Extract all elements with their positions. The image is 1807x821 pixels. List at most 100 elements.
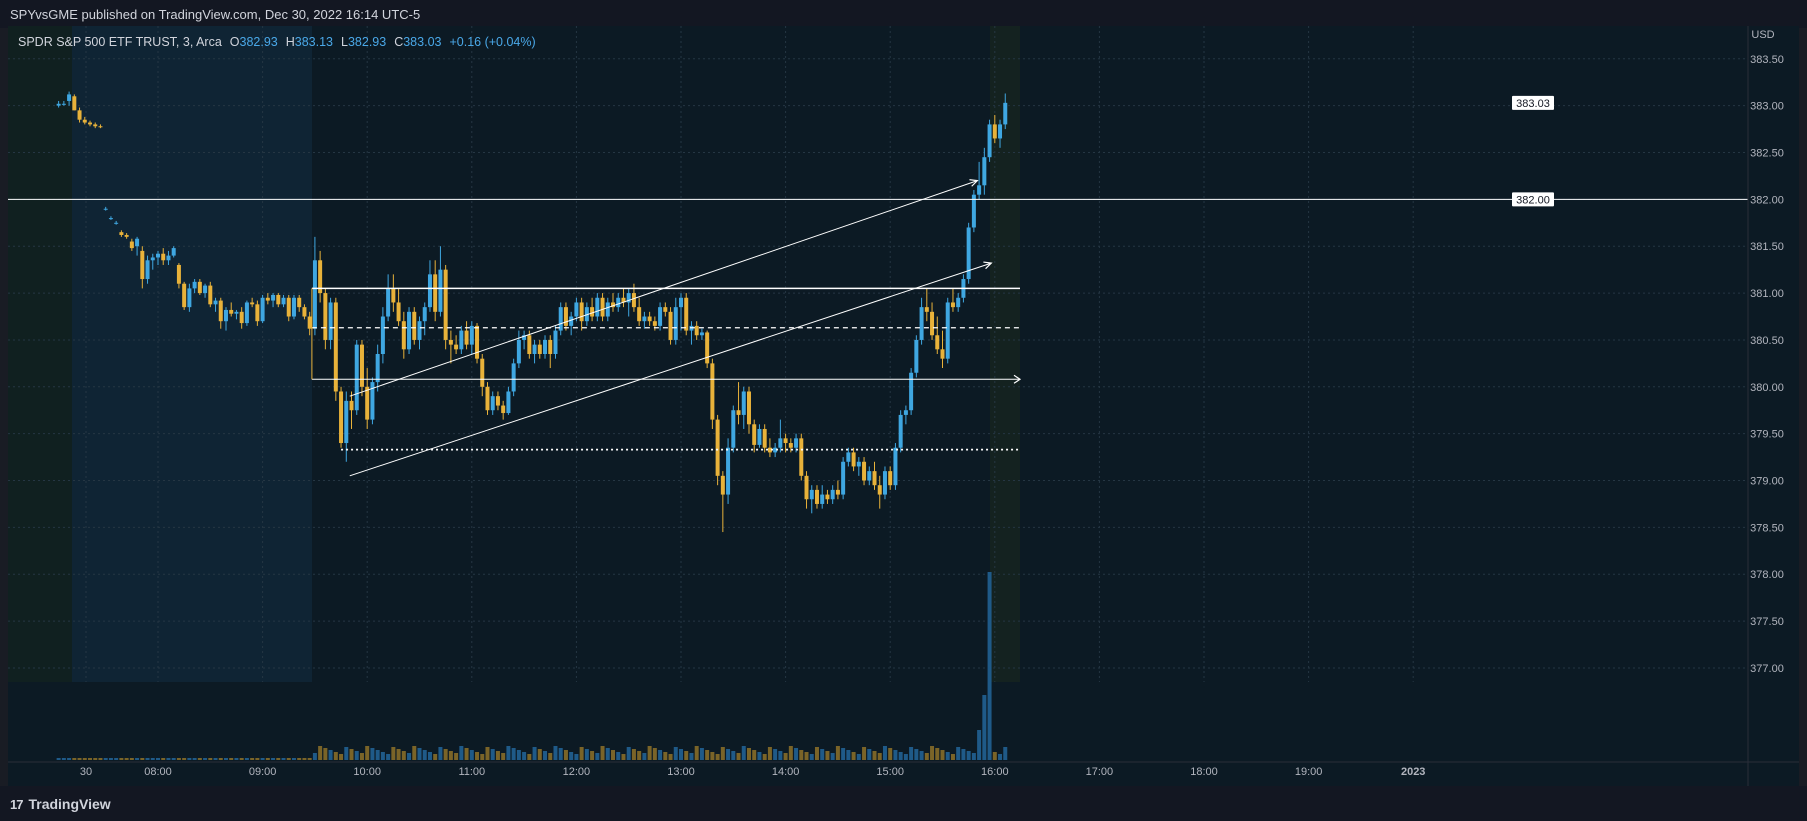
volume-bar <box>349 749 354 760</box>
candle-body <box>527 335 532 354</box>
candle-body <box>93 124 98 127</box>
candle-body <box>239 311 244 324</box>
volume-bar <box>443 749 448 760</box>
candle-body <box>218 300 223 322</box>
candle-body <box>956 297 961 308</box>
price-tick-label: 377.00 <box>1750 663 1784 675</box>
candle-body <box>229 309 234 314</box>
volume-bar <box>862 747 867 760</box>
price-tick-label: 382.00 <box>1750 194 1784 206</box>
candle-body <box>156 253 160 258</box>
candle-body <box>349 400 354 411</box>
volume-bar <box>67 758 72 760</box>
candle-body <box>626 293 631 303</box>
candle-body <box>386 288 391 317</box>
volume-bar <box>501 753 506 760</box>
channel-lower-line <box>349 262 992 477</box>
volume-bar <box>971 753 976 760</box>
volume-bar <box>867 749 872 760</box>
candle-body <box>720 475 725 495</box>
volume-bar <box>574 754 579 760</box>
candle-body <box>380 316 385 354</box>
candle-body <box>945 302 950 359</box>
volume-bar <box>464 748 469 760</box>
volume-bar <box>108 758 113 760</box>
candle-body <box>574 302 579 317</box>
premarket-shade-2 <box>72 26 312 682</box>
volume-bar <box>982 695 987 760</box>
candle-body <box>537 344 542 354</box>
candle-body <box>621 297 626 303</box>
candle-body <box>454 344 459 350</box>
candle-body <box>736 410 741 415</box>
candles <box>56 91 1008 533</box>
volume-bar <box>794 748 799 760</box>
candle-body <box>658 307 663 326</box>
volume-bar <box>135 758 140 760</box>
volume-bar <box>129 758 134 760</box>
candle-body <box>778 438 783 448</box>
candle-body <box>82 119 87 123</box>
time-tick-label: 14:00 <box>772 766 800 778</box>
volume-bar <box>616 752 621 760</box>
candle-body <box>924 307 929 312</box>
volume-bar <box>909 747 914 760</box>
time-tick-label: 10:00 <box>353 766 381 778</box>
candle-body <box>354 344 359 411</box>
candle-body <box>297 297 302 308</box>
volume-bar <box>124 758 129 760</box>
volume-bar <box>93 758 98 760</box>
volume-bar <box>197 758 202 760</box>
price-tick-label: 380.00 <box>1750 382 1784 394</box>
candle-body <box>762 428 767 448</box>
candle-body <box>783 438 788 444</box>
candle-body <box>140 250 145 280</box>
candle-body <box>746 391 751 425</box>
candle-body <box>56 103 61 106</box>
volume-bar <box>767 747 772 760</box>
candle-body <box>590 307 595 317</box>
candle-body <box>72 96 77 111</box>
low-label: L <box>341 35 348 49</box>
volume-bar <box>281 758 286 760</box>
candle-body <box>563 307 568 326</box>
candle-body <box>490 396 495 411</box>
volume-bar <box>799 750 804 760</box>
candle-body <box>862 461 867 481</box>
candle-body <box>553 330 558 354</box>
volume-bar <box>323 748 328 760</box>
candle-body <box>595 297 600 317</box>
volume-bar <box>255 758 260 760</box>
candle-body <box>903 410 908 415</box>
volume-bar <box>171 758 176 760</box>
volume-bar <box>642 753 647 760</box>
volume-bar <box>752 750 757 760</box>
volume-bar <box>156 758 160 760</box>
candle-body <box>333 302 338 392</box>
candle-body <box>773 447 778 453</box>
volume-bar <box>746 748 751 760</box>
close-label: C <box>394 35 404 49</box>
volume-bar <box>668 754 673 760</box>
candle-body <box>129 241 134 249</box>
volume-bar <box>584 749 589 760</box>
volume-bar <box>569 752 574 760</box>
candle-body <box>809 489 814 500</box>
candle-body <box>407 311 412 350</box>
tradingview-brand[interactable]: 17 TradingView <box>10 796 111 812</box>
volume-bar <box>260 758 265 760</box>
candle-body <box>197 281 202 294</box>
candle-body <box>579 302 584 322</box>
candle-body <box>223 309 228 322</box>
candlestick-chart[interactable]: 383.50 383.00 382.50 382.00 381.50 381.00 380.… <box>0 0 1807 786</box>
volume-bar <box>736 753 741 760</box>
candle-body <box>77 110 82 120</box>
volume-bar <box>935 748 940 760</box>
volume-bar <box>882 746 887 760</box>
level-price-tag: 382.00 <box>1516 194 1550 206</box>
volume-bar <box>182 758 187 760</box>
candle-body <box>605 302 610 317</box>
volume-bar <box>495 751 500 760</box>
candle-body <box>271 294 276 301</box>
candle-body <box>61 103 66 105</box>
